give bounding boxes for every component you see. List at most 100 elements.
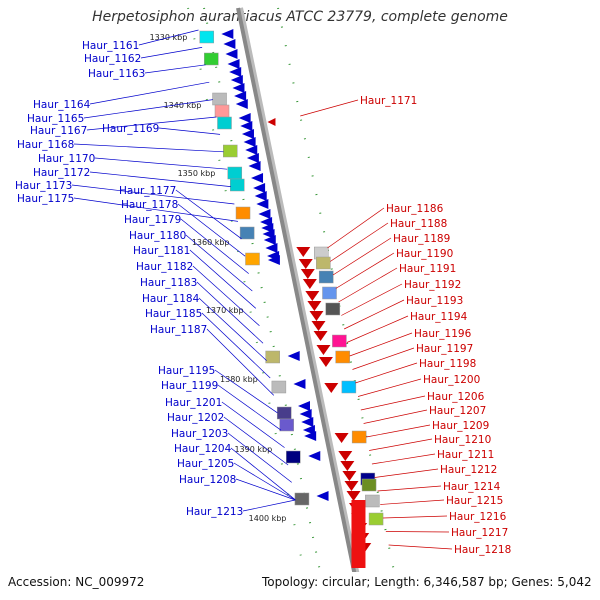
reverse-gene-arrow (313, 331, 328, 341)
left-gene-label: Haur_1165 (27, 113, 84, 125)
feature-box (322, 286, 337, 300)
forward-gene-arrow (287, 351, 300, 361)
left-gene-leader (89, 171, 231, 187)
feature-box (341, 380, 357, 394)
right-gene-leader (343, 299, 405, 330)
kbp-label: 1400 kbp (249, 514, 287, 523)
right-gene-leader (355, 362, 418, 384)
right-gene-label: Haur_1214 (443, 481, 501, 493)
feature-box (365, 494, 380, 508)
right-gene-leader (327, 207, 385, 249)
right-gene-label: Haur_1218 (454, 544, 511, 556)
right-gene-label: Haur_1186 (386, 203, 444, 215)
feature-box (265, 350, 280, 364)
forward-gene-arrow (304, 431, 317, 441)
right-gene-label: Haur_1198 (419, 358, 476, 370)
kbp-label: 1390 kbp (234, 445, 272, 454)
left-gene-leader (83, 99, 213, 119)
feature-box (212, 92, 227, 106)
forward-gene-arrow (299, 409, 312, 419)
forward-gene-arrow (265, 243, 278, 253)
right-gene-label: Haur_1215 (446, 495, 503, 507)
right-gene-leader (388, 544, 453, 550)
right-gene-leader (335, 252, 395, 289)
kbp-label: 1350 kbp (178, 169, 216, 178)
left-gene-label: Haur_1177 (119, 185, 176, 197)
feature-box (316, 256, 331, 270)
reverse-gene-arrow (300, 269, 315, 279)
feature-box (271, 380, 287, 394)
left-gene-label: Haur_1204 (174, 443, 232, 455)
right-gene-label: Haur_1216 (449, 511, 507, 523)
left-gene-leader (230, 447, 296, 501)
forward-gene-arrow (256, 199, 269, 209)
forward-gene-arrow (302, 425, 315, 435)
right-gene-label: Haur_1192 (404, 279, 461, 291)
forward-gene-arrow (293, 379, 306, 389)
forward-gene-arrow (263, 235, 276, 245)
left-gene-label: Haur_1195 (158, 365, 215, 377)
left-gene-label: Haur_1161 (82, 40, 139, 52)
left-gene-label: Haur_1205 (177, 458, 234, 470)
left-gene-leader (233, 462, 296, 501)
forward-gene-arrow (297, 401, 310, 411)
forward-gene-arrow (221, 29, 234, 39)
left-gene-leader (201, 312, 271, 379)
right-gene-label: Haur_1206 (427, 391, 485, 403)
right-gene-leader (300, 99, 359, 117)
forward-gene-arrow (225, 49, 238, 59)
reverse-gene-arrow (267, 118, 276, 126)
right-gene-label: Haur_1190 (396, 248, 453, 260)
right-gene-leader (385, 531, 450, 533)
forward-gene-arrow (230, 75, 243, 85)
left-gene-label: Haur_1213 (186, 506, 243, 518)
feature-box (276, 406, 292, 420)
reverse-gene-arrow (346, 491, 361, 501)
reverse-gene-arrow (338, 451, 353, 461)
left-gene-label: Haur_1169 (102, 123, 159, 135)
feature-box (230, 178, 245, 192)
feature-box (368, 512, 384, 526)
feature-box (223, 144, 238, 158)
left-gene-label: Haur_1185 (145, 308, 202, 320)
left-gene-leader (71, 184, 235, 205)
left-gene-label: Haur_1182 (136, 261, 193, 273)
right-gene-label: Haur_1171 (360, 95, 417, 107)
left-gene-label: Haur_1168 (17, 139, 74, 151)
feature-box (325, 302, 341, 316)
right-gene-label: Haur_1217 (451, 527, 508, 539)
forward-gene-arrow (223, 39, 236, 49)
right-gene-label: Haur_1194 (410, 311, 468, 323)
left-gene-leader (94, 157, 228, 170)
feature-box (361, 478, 377, 492)
forward-gene-arrow (238, 113, 251, 123)
left-gene-leader (198, 297, 267, 361)
forward-gene-arrow (229, 67, 242, 77)
right-gene-leader (374, 468, 439, 478)
gc-track-inner (203, 7, 322, 572)
left-gene-leader (138, 29, 199, 46)
right-gene-leader (357, 378, 422, 397)
left-gene-label: Haur_1179 (124, 214, 181, 226)
kbp-label: 1380 kbp (220, 375, 258, 384)
forward-gene-arrow (234, 91, 247, 101)
left-gene-leader (86, 116, 217, 131)
kbp-label: 1370 kbp (206, 306, 244, 315)
reverse-gene-arrow (305, 291, 320, 301)
right-gene-label: Haur_1193 (406, 295, 463, 307)
forward-gene-arrow (301, 417, 314, 427)
right-gene-label: Haur_1189 (393, 233, 450, 245)
left-gene-label: Haur_1184 (142, 293, 200, 305)
right-gene-leader (371, 453, 436, 465)
right-gene-label: Haur_1196 (414, 328, 472, 340)
feature-box (294, 492, 310, 506)
forward-gene-arrow (245, 145, 258, 155)
tick-track (187, 7, 306, 572)
reverse-gene-arrow (296, 247, 311, 257)
feature-box (351, 430, 367, 444)
forward-gene-arrow (260, 217, 273, 227)
left-gene-leader (180, 218, 249, 274)
right-gene-leader (363, 409, 428, 424)
right-gene-label: Haur_1200 (423, 374, 480, 386)
